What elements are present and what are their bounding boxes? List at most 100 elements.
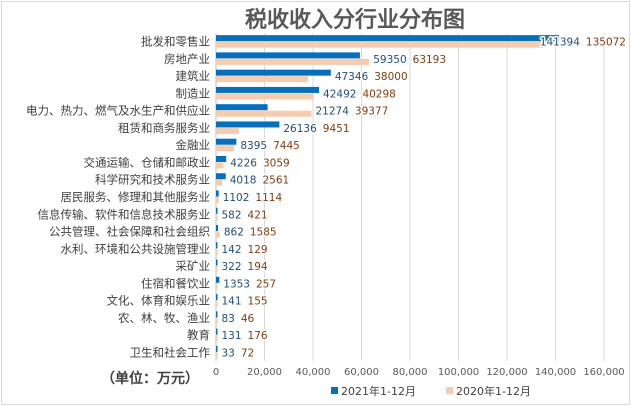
category-label: 卫生和社会工作 xyxy=(130,345,211,359)
bar-2020 xyxy=(216,317,218,324)
data-label-2020: 194 xyxy=(248,261,268,273)
x-tick-label: 100,000 xyxy=(438,367,479,378)
category-label: 批发和零售业 xyxy=(141,35,210,49)
data-label-2020: 1585 xyxy=(250,227,277,239)
data-label-2020: 7445 xyxy=(273,140,300,152)
x-tick-label: 40,000 xyxy=(296,367,331,378)
bar-2020 xyxy=(216,179,223,186)
data-label-2021: 142 xyxy=(222,244,242,256)
category-label: 教育 xyxy=(187,328,210,342)
bar-2021 xyxy=(216,294,218,301)
unit-note: （单位：万元） xyxy=(101,370,199,387)
bar-2021 xyxy=(216,242,218,249)
bar-2020 xyxy=(216,93,314,100)
bar-2021 xyxy=(216,138,237,145)
category-label: 居民服务、修理和其他服务业 xyxy=(61,190,211,204)
bar-2020 xyxy=(216,335,218,342)
bar-2021 xyxy=(216,86,320,93)
data-label-2021: 141 xyxy=(222,296,242,308)
category-label: 电力、热力、燃气及水生产和供应业 xyxy=(26,104,210,118)
data-label-2020: 40298 xyxy=(362,88,395,100)
category-label: 租赁和商务服务业 xyxy=(118,121,210,135)
data-label-2020: 1114 xyxy=(255,192,282,204)
data-label-2020: 38000 xyxy=(374,71,407,83)
bar-2021 xyxy=(216,52,360,59)
data-label-2020: 135072 xyxy=(586,37,626,49)
bar-2020 xyxy=(216,110,312,117)
category-label: 建筑业 xyxy=(176,69,211,83)
legend-swatch-2020 xyxy=(446,387,453,394)
bar-2021 xyxy=(216,276,220,283)
data-label-2021: 8395 xyxy=(240,140,267,152)
data-label-2020: 63193 xyxy=(413,54,446,66)
legend-swatch-2021 xyxy=(331,387,338,394)
data-label-2020: 176 xyxy=(248,330,268,342)
data-label-2020: 72 xyxy=(241,347,254,359)
data-label-2021: 83 xyxy=(222,313,235,325)
data-label-2021: 33 xyxy=(222,347,235,359)
category-label: 农、林、牧、渔业 xyxy=(118,311,210,325)
x-tick-label: 140,000 xyxy=(535,367,576,378)
category-label: 金融业 xyxy=(176,138,211,152)
bar-2021 xyxy=(216,35,559,42)
category-label: 房地产业 xyxy=(164,52,210,66)
bar-2020 xyxy=(216,162,224,169)
bar-2020 xyxy=(216,300,218,307)
data-label-2021: 322 xyxy=(222,261,242,273)
bar-2021 xyxy=(216,190,219,197)
data-label-2021: 582 xyxy=(222,209,242,221)
bar-2020 xyxy=(216,58,370,65)
data-label-2021: 47346 xyxy=(335,71,369,83)
bar-2020 xyxy=(216,214,218,221)
data-label-2020: 257 xyxy=(256,278,276,290)
chart-title: 税收收入分行业分布图 xyxy=(245,7,465,33)
x-tick-label: 20,000 xyxy=(247,367,282,378)
bar-2021 xyxy=(216,69,331,76)
bar-2021 xyxy=(216,155,227,162)
category-label: 住宿和餐饮业 xyxy=(141,276,210,290)
data-label-2021: 26136 xyxy=(283,123,317,135)
x-tick-label: 80,000 xyxy=(393,367,428,378)
category-label: 科学研究和技术服务业 xyxy=(95,173,210,187)
data-label-2020: 2561 xyxy=(262,175,289,187)
data-label-2021: 59350 xyxy=(373,54,406,66)
bar-2020 xyxy=(216,266,218,273)
bar-2021 xyxy=(216,225,219,232)
data-label-2021: 4018 xyxy=(230,175,257,187)
data-label-2020: 39377 xyxy=(355,106,388,118)
bar-2020 xyxy=(216,197,219,203)
data-label-2021: 862 xyxy=(224,227,244,239)
data-label-2020: 46 xyxy=(241,313,255,325)
bar-2021 xyxy=(216,173,226,180)
data-label-2020: 421 xyxy=(248,209,268,221)
data-label-2021: 4226 xyxy=(230,157,257,169)
bar-2020 xyxy=(216,76,309,83)
category-label: 水利、环境和公共设施管理业 xyxy=(61,242,211,256)
bar-2021 xyxy=(216,311,218,318)
legend-label-2021: 2021年1-12月 xyxy=(341,384,416,398)
legend-label-2020: 2020年1-12月 xyxy=(456,384,531,398)
x-tick-label: 0 xyxy=(213,367,219,378)
bar-2021 xyxy=(216,259,218,266)
bar-2020 xyxy=(216,231,220,238)
bar-2021 xyxy=(216,104,268,111)
category-label: 采矿业 xyxy=(176,259,211,273)
bar-2021 xyxy=(216,121,280,128)
category-label: 公共管理、社会保障和社会组织 xyxy=(49,225,210,239)
bar-2021 xyxy=(216,207,218,214)
x-tick-label: 160,000 xyxy=(583,367,624,378)
data-label-2021: 141394 xyxy=(540,37,580,49)
bar-2021 xyxy=(216,345,218,352)
data-label-2020: 9451 xyxy=(323,123,350,135)
data-label-2021: 1353 xyxy=(223,278,250,290)
bar-2021 xyxy=(216,328,218,335)
data-label-2020: 155 xyxy=(248,296,268,308)
legend: 2021年1-12月 2020年1-12月 xyxy=(331,384,531,398)
data-label-2021: 131 xyxy=(222,330,242,342)
bar-2020 xyxy=(216,127,239,134)
data-label-2021: 42492 xyxy=(323,88,356,100)
category-label: 信息传输、软件和信息技术服务业 xyxy=(38,207,211,221)
data-label-2021: 1102 xyxy=(223,192,250,204)
